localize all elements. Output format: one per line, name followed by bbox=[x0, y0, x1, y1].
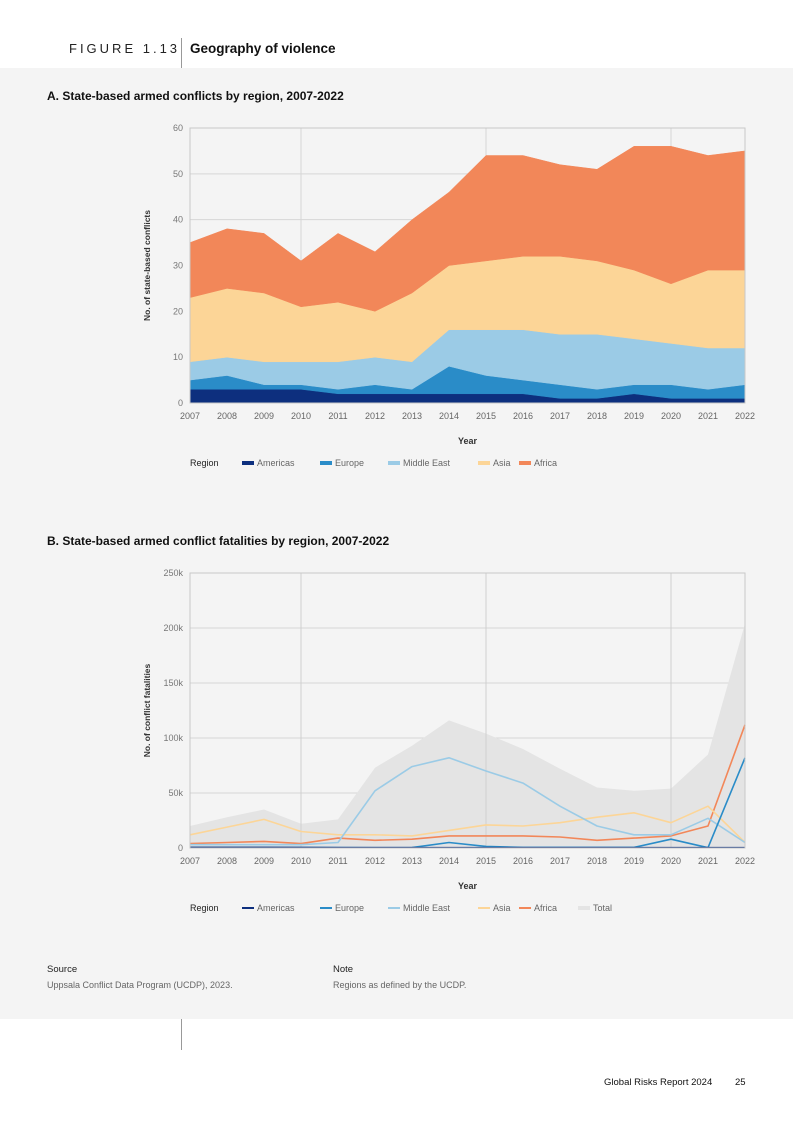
chart-a-xtick-label: 2008 bbox=[217, 411, 237, 421]
line-middle-east bbox=[190, 757, 746, 846]
chart-b-legend-swatch-total bbox=[578, 906, 590, 910]
chart-a-xtick-label: 2019 bbox=[624, 411, 644, 421]
chart-b-legend-label-asia: Asia bbox=[493, 903, 511, 913]
chart-b-x-axis-label: Year bbox=[458, 881, 478, 891]
chart-a-xtick-label: 2021 bbox=[698, 411, 718, 421]
chart-b-plot-border bbox=[189, 572, 746, 849]
chart-a-legend-swatch-asia bbox=[478, 461, 490, 465]
note-label: Note bbox=[333, 964, 354, 975]
chart-b-xtick-label: 2016 bbox=[513, 856, 533, 866]
chart-a-xtick-label: 2013 bbox=[402, 411, 422, 421]
chart-b-xtick-label: 2017 bbox=[550, 856, 570, 866]
chart-a-ytick-label: 40 bbox=[173, 215, 183, 225]
chart-a-plot-border bbox=[189, 127, 746, 404]
chart-b-legend-swatch-asia bbox=[478, 907, 490, 909]
chart-b-xtick-label: 2022 bbox=[735, 856, 755, 866]
chart-b-ytick-label: 0 bbox=[178, 843, 183, 853]
chart-b-ytick-label: 100k bbox=[163, 733, 183, 743]
chart-b-legend-swatch-europe bbox=[320, 907, 332, 909]
chart-b-legend-label-middle-east: Middle East bbox=[403, 903, 451, 913]
chart-a-ytick-label: 50 bbox=[173, 169, 183, 179]
chart-b-xtick-label: 2012 bbox=[365, 856, 385, 866]
chart-a-xtick-label: 2015 bbox=[476, 411, 496, 421]
chart-b-legend-swatch-americas bbox=[242, 907, 254, 909]
chart-b-ytick-label: 250k bbox=[163, 568, 183, 578]
chart-b-xtick-label: 2013 bbox=[402, 856, 422, 866]
chart-a-legend-label-africa: Africa bbox=[534, 458, 557, 468]
chart-a-legend-swatch-americas bbox=[242, 461, 254, 465]
chart-b: 0 50k 100k 150k 200k 250k 2007 2008 2009 2010 2011… bbox=[142, 568, 755, 913]
page-number: 25 bbox=[735, 1077, 746, 1088]
chart-b-legend-title: Region bbox=[190, 903, 219, 913]
source-label: Source bbox=[47, 964, 78, 975]
header-divider bbox=[181, 38, 182, 69]
chart-a-legend-swatch-africa bbox=[519, 461, 531, 465]
chart-b-legend-swatch-middle-east bbox=[388, 907, 400, 909]
area-total bbox=[190, 623, 745, 848]
chart-a-xtick-label: 2016 bbox=[513, 411, 533, 421]
footer-divider bbox=[181, 1019, 182, 1050]
figure-header: FIGURE 1.13 Geography of violence bbox=[0, 0, 793, 69]
chart-a-legend-label-middle-east: Middle East bbox=[403, 458, 451, 468]
figure-title: Geography of violence bbox=[190, 41, 336, 56]
chart-a-legend-label-americas: Americas bbox=[257, 458, 295, 468]
chart-b-legend-label-total: Total bbox=[593, 903, 612, 913]
report-name: Global Risks Report 2024 bbox=[604, 1077, 713, 1088]
chart-b-xtick-label: 2010 bbox=[291, 856, 311, 866]
chart-b-ytick-label: 50k bbox=[168, 788, 183, 798]
note-text: Regions as defined by the UCDP. bbox=[333, 980, 467, 990]
source-text: Uppsala Conflict Data Program (UCDP), 20… bbox=[47, 980, 233, 990]
chart-b-title: B. State-based armed conflict fatalities… bbox=[47, 534, 390, 548]
chart-a-ytick-label: 30 bbox=[173, 261, 183, 271]
chart-b-xtick-label: 2008 bbox=[217, 856, 237, 866]
chart-a-legend-label-asia: Asia bbox=[493, 458, 511, 468]
chart-a-y-axis-label: No. of state-based conflicts bbox=[142, 210, 152, 321]
chart-b-xtick-label: 2018 bbox=[587, 856, 607, 866]
chart-b-y-axis-label: No. of conflict fatalities bbox=[142, 663, 152, 757]
chart-b-legend-label-africa: Africa bbox=[534, 903, 557, 913]
chart-b-xtick-label: 2020 bbox=[661, 856, 681, 866]
chart-a-xtick-label: 2017 bbox=[550, 411, 570, 421]
chart-a-xtick-label: 2018 bbox=[587, 411, 607, 421]
chart-b-xtick-label: 2021 bbox=[698, 856, 718, 866]
chart-b-xtick-label: 2019 bbox=[624, 856, 644, 866]
chart-a-xtick-label: 2014 bbox=[439, 411, 459, 421]
chart-a: 0 10 20 30 40 50 60 2007 2008 2009 2010 2011 2012 201… bbox=[142, 123, 755, 468]
chart-b-ytick-label: 150k bbox=[163, 678, 183, 688]
chart-a-title: A. State-based armed conflicts by region… bbox=[47, 89, 344, 103]
chart-a-legend-swatch-middle-east bbox=[388, 461, 400, 465]
chart-a-xtick-label: 2010 bbox=[291, 411, 311, 421]
chart-a-ytick-label: 0 bbox=[178, 398, 183, 408]
chart-b-xtick-label: 2011 bbox=[328, 856, 347, 866]
chart-b-xtick-label: 2007 bbox=[180, 856, 200, 866]
chart-b-legend-label-europe: Europe bbox=[335, 903, 364, 913]
chart-a-ytick-label: 10 bbox=[173, 352, 183, 362]
chart-a-ytick-label: 60 bbox=[173, 123, 183, 133]
chart-a-xtick-label: 2022 bbox=[735, 411, 755, 421]
chart-a-xtick-label: 2012 bbox=[365, 411, 385, 421]
chart-b-xtick-label: 2009 bbox=[254, 856, 274, 866]
line-asia bbox=[189, 805, 746, 844]
chart-a-xtick-label: 2020 bbox=[661, 411, 681, 421]
chart-b-ytick-label: 200k bbox=[163, 623, 183, 633]
chart-a-legend-label-europe: Europe bbox=[335, 458, 364, 468]
chart-a-ytick-label: 20 bbox=[173, 306, 183, 316]
chart-a-legend-swatch-europe bbox=[320, 461, 332, 465]
chart-a-xtick-label: 2009 bbox=[254, 411, 274, 421]
chart-a-x-axis-label: Year bbox=[458, 436, 478, 446]
chart-b-legend-swatch-africa bbox=[519, 907, 531, 909]
chart-a-legend-title: Region bbox=[190, 458, 219, 468]
line-africa bbox=[189, 724, 746, 845]
chart-a-xtick-label: 2011 bbox=[328, 411, 347, 421]
chart-b-xtick-label: 2014 bbox=[439, 856, 459, 866]
chart-a-xtick-label: 2007 bbox=[180, 411, 200, 421]
figure-label: FIGURE 1.13 bbox=[69, 41, 181, 56]
chart-b-xtick-label: 2015 bbox=[476, 856, 496, 866]
chart-b-legend-label-americas: Americas bbox=[257, 903, 295, 913]
